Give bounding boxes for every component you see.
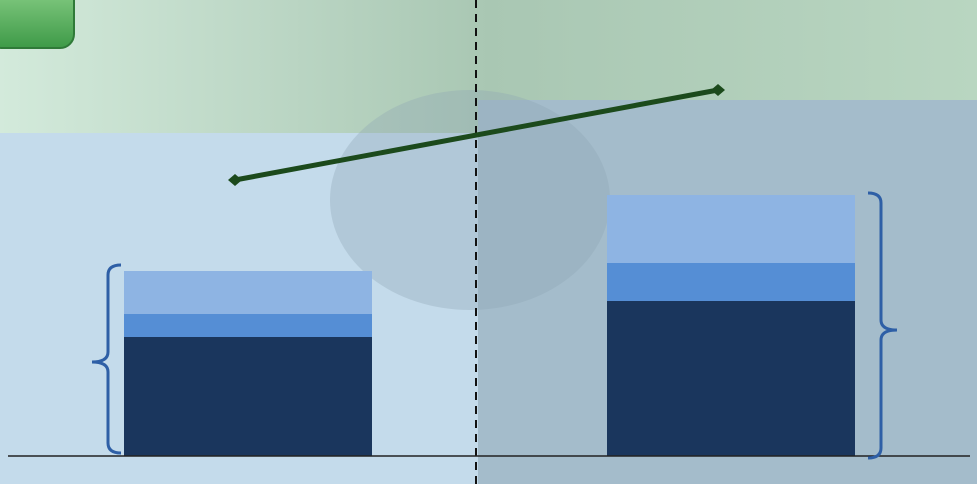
button[interactable] bbox=[0, 0, 75, 49]
bar-segment bbox=[607, 301, 855, 456]
bar-segment bbox=[607, 263, 855, 301]
plot bbox=[124, 84, 855, 456]
brace-left bbox=[91, 263, 122, 455]
line-marker bbox=[711, 84, 725, 96]
brace-right bbox=[867, 191, 898, 460]
photo-shade bbox=[330, 90, 610, 310]
bar-segment bbox=[124, 337, 372, 456]
bar-segment bbox=[124, 314, 372, 337]
line-marker bbox=[228, 174, 242, 186]
line bbox=[234, 87, 719, 183]
bar-segment bbox=[607, 195, 855, 263]
bar-segment bbox=[124, 271, 372, 314]
